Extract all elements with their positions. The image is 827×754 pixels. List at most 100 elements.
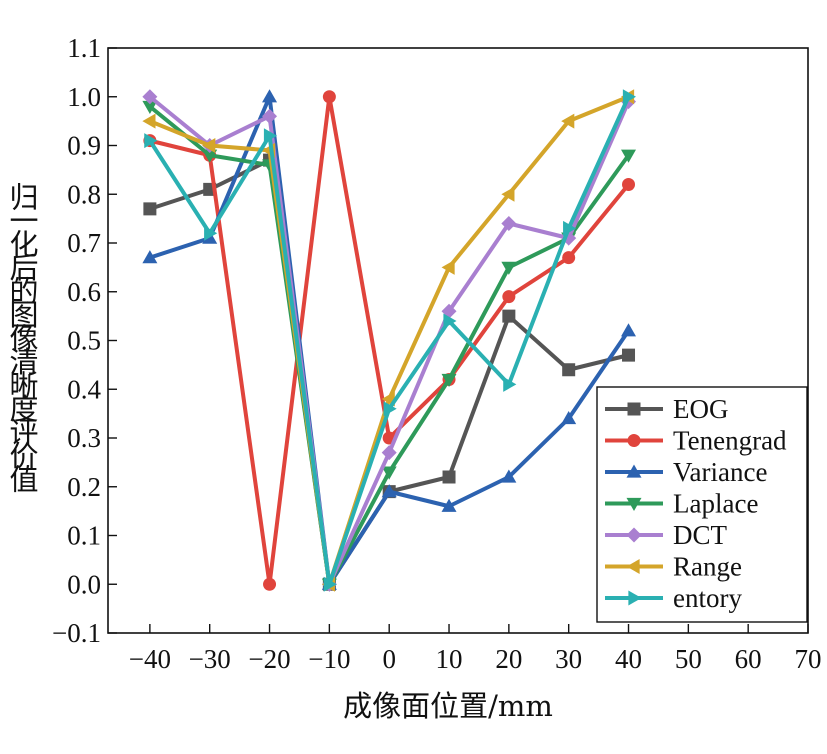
data-point-eog [622,348,636,362]
data-point-laplace [621,149,637,163]
series-line-eog [147,158,631,587]
data-point-tenengrad [562,251,576,265]
x-tick-label: −30 [189,644,231,674]
data-point-tenengrad [263,577,277,591]
data-point-laplace [142,100,158,114]
x-tick-label: 0 [382,644,396,674]
series-line-variance [147,94,631,587]
data-point-range [501,186,515,202]
series-layer [142,89,637,592]
legend-label-tenengrad: Tenengrad [673,426,787,456]
y-tick-label: 0.1 [67,521,101,551]
legend-marker-eog [627,402,641,416]
y-tick-label: 0.9 [67,131,101,161]
series-line-laplace [147,104,631,587]
data-point-laplace [202,149,218,163]
x-tick-label: −40 [129,644,171,674]
y-tick-label: −0.1 [52,618,101,648]
legend-label-laplace: Laplace [673,489,758,519]
y-tick-label: 0.8 [67,179,101,209]
x-tick-label: −20 [248,644,290,674]
data-point-entory [144,133,158,149]
data-point-range [561,113,575,129]
legend-label-variance: Variance [673,457,767,487]
data-point-variance [381,484,397,498]
data-point-laplace [441,373,457,387]
data-point-variance [262,89,278,103]
y-tick-label: 1.0 [67,82,101,112]
data-point-entory [622,89,637,105]
y-axis-title: 归一化后的图像清晰度评价值 [9,181,38,497]
series-dct [142,89,637,592]
series-tenengrad [143,90,636,591]
data-point-entory [323,576,337,592]
data-point-eog [143,202,157,216]
legend-marker-range [626,559,640,574]
series-line-tenengrad [147,94,631,587]
series-laplace [142,100,637,592]
data-point-entory [263,128,278,144]
data-point-eog [562,363,576,377]
y-tick-label: 0.4 [67,374,101,404]
data-point-entory [383,401,397,417]
legend-marker-variance [626,464,642,478]
data-point-entory [563,220,577,236]
data-point-eog [502,309,516,323]
y-tick-label: 0.5 [67,326,101,356]
legend-label-dct: DCT [673,520,728,550]
y-tick-label: 0.3 [67,423,101,453]
x-tick-label: 10 [436,644,463,674]
data-point-laplace [381,466,397,480]
data-point-dct [262,108,278,124]
series-range [142,89,635,592]
data-point-tenengrad [502,290,516,304]
legend-label-entory: entory [673,583,742,613]
data-point-variance [621,323,637,337]
legend-label-range: Range [673,552,742,582]
legend-marker-entory [628,590,642,606]
x-tick-label: 20 [495,644,522,674]
y-tick-label: 1.1 [67,33,101,63]
series-line-range [147,94,631,587]
x-tick-label: 30 [555,644,582,674]
y-tick-label: 0.6 [67,277,101,307]
series-variance [142,89,637,590]
data-point-entory [204,225,218,241]
series-entory [144,89,637,592]
data-point-range [441,259,455,275]
series-line-dct [147,94,631,587]
data-point-tenengrad [622,178,636,191]
x-axis-title: 成像面位置/mm [343,689,553,723]
data-point-variance [142,250,158,264]
data-point-range [142,113,156,129]
series-line-entory [147,94,631,587]
data-point-entory [443,313,457,329]
y-tick-label: 0.7 [67,228,101,258]
y-tick-label: 0.2 [67,472,101,502]
data-point-entory [503,376,517,392]
data-point-eog [442,470,456,484]
data-point-dct [142,89,158,105]
y-tick-label: 0.0 [67,569,101,599]
x-tick-label: 60 [735,644,762,674]
x-tick-label: 70 [795,644,822,674]
data-point-variance [441,498,457,512]
legend-marker-laplace [626,497,642,511]
x-tick-label: 40 [615,644,642,674]
data-point-dct [501,216,517,231]
data-point-range [202,138,216,153]
y-axis-title-group: 归一化后的图像清晰度评价值 [9,181,38,497]
x-tick-label: 50 [675,644,702,674]
data-point-tenengrad [322,90,336,104]
legend-label-eog: EOG [673,394,729,424]
legend: EOGTenengradVarianceLaplaceDCTRangeentor… [596,386,808,623]
legend-marker-tenengrad [627,434,641,447]
legend-marker-dct [626,527,642,543]
axes: −0.1 0.0 0.1 0.2 0.3 0.4 0.5 0.6 0.7 0.8 0.9 1.0 1.1… [52,33,821,674]
data-point-dct [381,445,397,461]
x-tick-label: −10 [308,644,350,674]
data-point-variance [561,411,577,425]
data-point-laplace [501,261,517,275]
data-point-variance [501,469,517,483]
